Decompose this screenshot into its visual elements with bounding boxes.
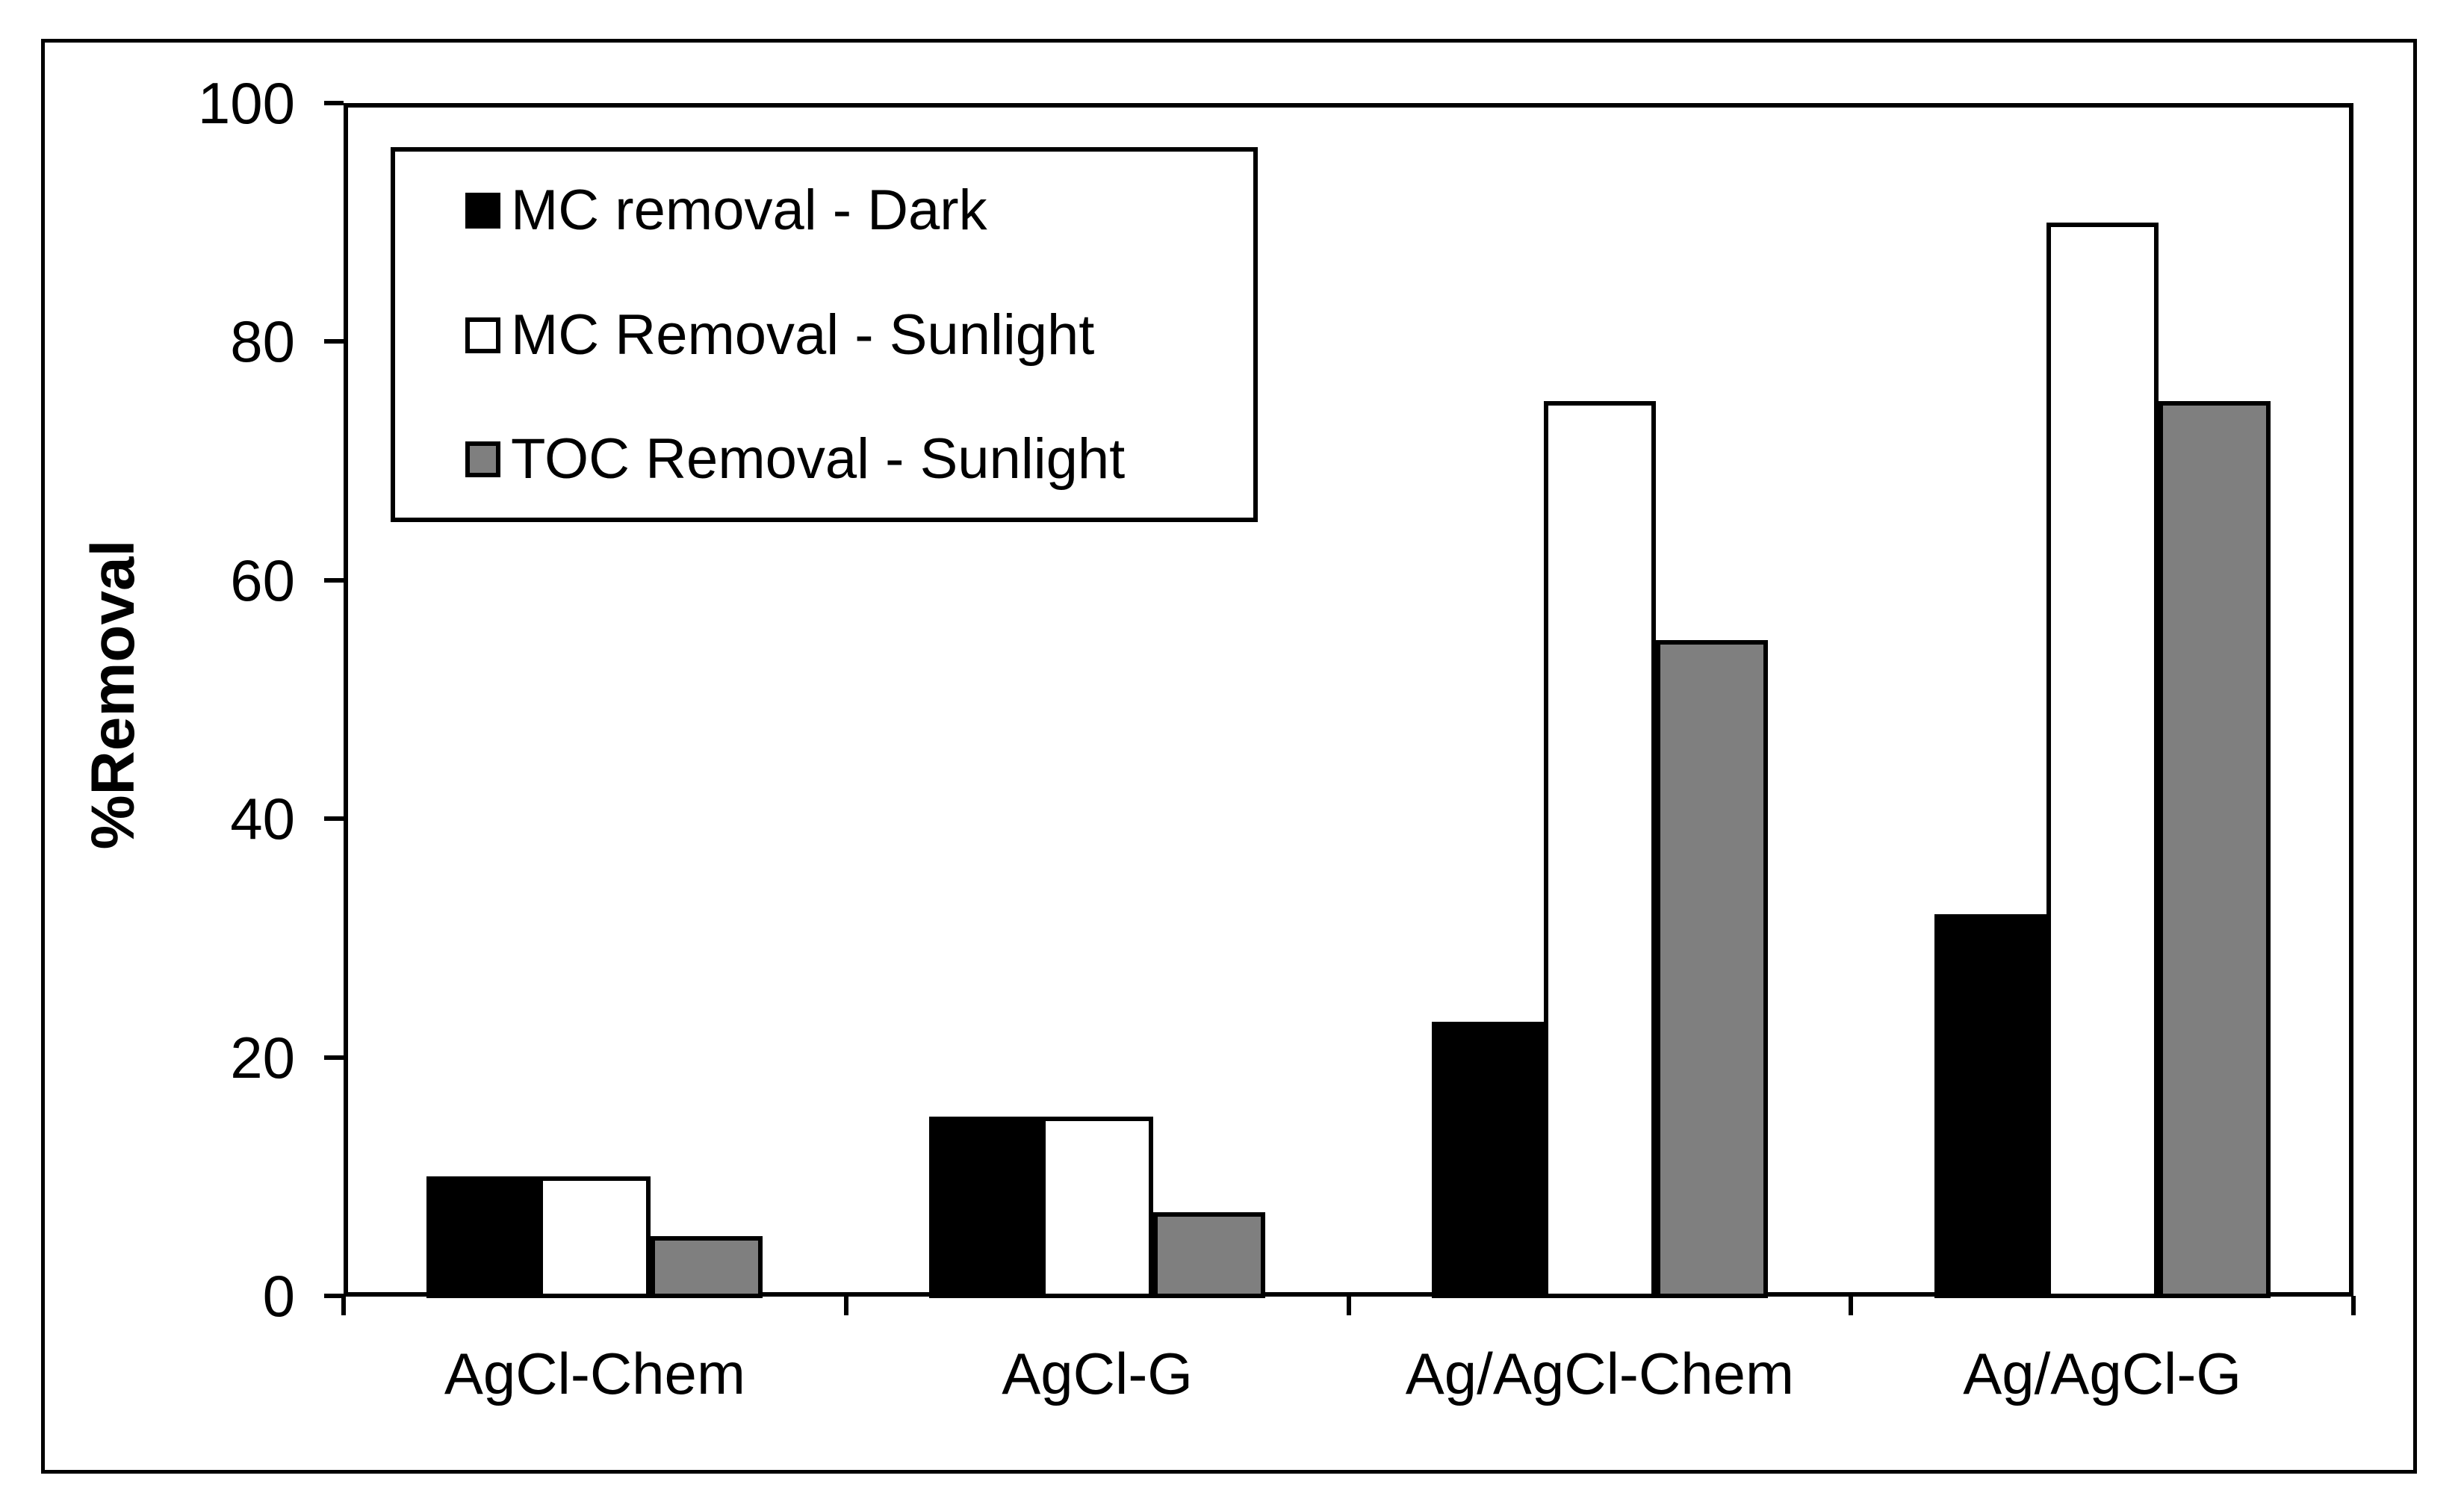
x-axis-tick bbox=[1849, 1296, 1854, 1315]
y-axis-tick-label: 40 bbox=[230, 786, 295, 852]
bar bbox=[426, 1176, 539, 1298]
bar bbox=[1041, 1117, 1154, 1298]
bar bbox=[1543, 401, 1656, 1298]
y-axis-tick-label: 100 bbox=[197, 70, 295, 136]
legend-item: TOC Removal - Sunlight bbox=[465, 431, 1125, 488]
legend-item: MC removal - Dark bbox=[465, 182, 987, 239]
legend-item-label: TOC Removal - Sunlight bbox=[511, 427, 1126, 491]
x-axis-category-label: Ag/AgCl-G bbox=[1963, 1341, 2242, 1406]
legend-swatch bbox=[465, 193, 500, 229]
bar bbox=[2046, 222, 2159, 1298]
y-axis-tick bbox=[324, 101, 344, 105]
bar bbox=[2158, 401, 2271, 1298]
x-axis-category-label: AgCl-Chem bbox=[444, 1341, 745, 1406]
bar bbox=[1934, 913, 2046, 1298]
bar bbox=[651, 1236, 763, 1298]
bar bbox=[539, 1176, 651, 1298]
y-axis-tick-label: 0 bbox=[262, 1263, 295, 1329]
x-axis-tick bbox=[2351, 1296, 2356, 1315]
y-axis-tick-label: 60 bbox=[230, 547, 295, 613]
bar bbox=[1655, 639, 1768, 1298]
legend-swatch bbox=[465, 441, 500, 477]
y-axis-tick bbox=[324, 577, 344, 583]
y-axis-tick bbox=[324, 816, 344, 822]
y-axis-tick bbox=[324, 1294, 344, 1298]
bar bbox=[1431, 1021, 1544, 1298]
legend-item-label: MC removal - Dark bbox=[511, 179, 987, 242]
legend-item-label: MC Removal - Sunlight bbox=[511, 302, 1095, 367]
legend-item: MC Removal - Sunlight bbox=[465, 306, 1094, 363]
x-axis-tick bbox=[843, 1296, 848, 1315]
y-axis-tick bbox=[324, 1055, 344, 1060]
bar bbox=[929, 1117, 1042, 1298]
legend-swatch bbox=[465, 317, 500, 353]
y-axis-tick-label: 20 bbox=[230, 1024, 295, 1090]
x-axis-category-label: Ag/AgCl-Chem bbox=[1405, 1341, 1794, 1406]
bar bbox=[1153, 1212, 1266, 1298]
y-axis-tick bbox=[324, 339, 344, 344]
legend: MC removal - Dark MC Removal - Sunlight TO… bbox=[391, 147, 1258, 522]
x-axis-category-label: AgCl-G bbox=[1002, 1341, 1193, 1406]
x-axis-tick bbox=[1346, 1296, 1351, 1315]
y-axis-tick-label: 80 bbox=[230, 308, 295, 375]
x-axis-tick bbox=[341, 1296, 346, 1315]
